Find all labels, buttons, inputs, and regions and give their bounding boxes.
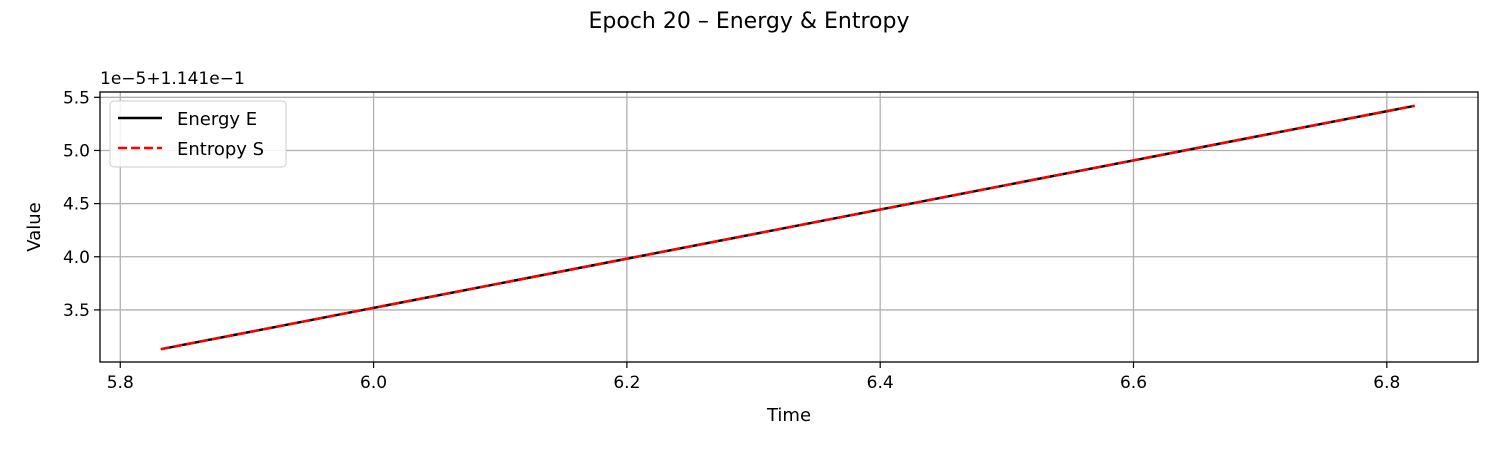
x-tick-label: 6.0 xyxy=(360,373,387,393)
x-tick-label: 6.4 xyxy=(867,373,894,393)
x-axis-label: Time xyxy=(766,405,811,426)
y-tick-label: 4.5 xyxy=(63,195,90,215)
grid-lines xyxy=(100,92,1478,362)
x-tick-label: 6.8 xyxy=(1373,373,1400,393)
x-tick-label: 6.2 xyxy=(613,373,640,393)
y-axis-offset-label: 1e−5+1.141e−1 xyxy=(100,69,245,89)
x-tick-label: 5.8 xyxy=(107,373,134,393)
legend-label-entropy: Entropy S xyxy=(177,139,264,160)
series-line-entropy xyxy=(160,104,1415,351)
plot-area-frame xyxy=(99,91,1479,363)
y-tick-label: 5.0 xyxy=(63,141,90,161)
chart-title: Epoch 20 – Energy & Entropy xyxy=(589,9,910,34)
series-lines xyxy=(160,104,1415,351)
x-axis-ticks: 5.8 6.0 6.2 6.4 6.6 6.8 xyxy=(107,362,1400,393)
y-tick-label: 4.0 xyxy=(63,248,90,268)
y-axis-label: Value xyxy=(24,202,45,251)
y-tick-label: 3.5 xyxy=(63,301,90,321)
y-tick-label: 5.5 xyxy=(63,88,90,108)
legend-label-energy: Energy E xyxy=(177,109,257,130)
legend: Energy E Entropy S xyxy=(109,100,287,168)
y-axis-ticks: 3.5 4.0 4.5 5.0 5.5 xyxy=(63,88,100,321)
x-tick-label: 6.6 xyxy=(1120,373,1147,393)
